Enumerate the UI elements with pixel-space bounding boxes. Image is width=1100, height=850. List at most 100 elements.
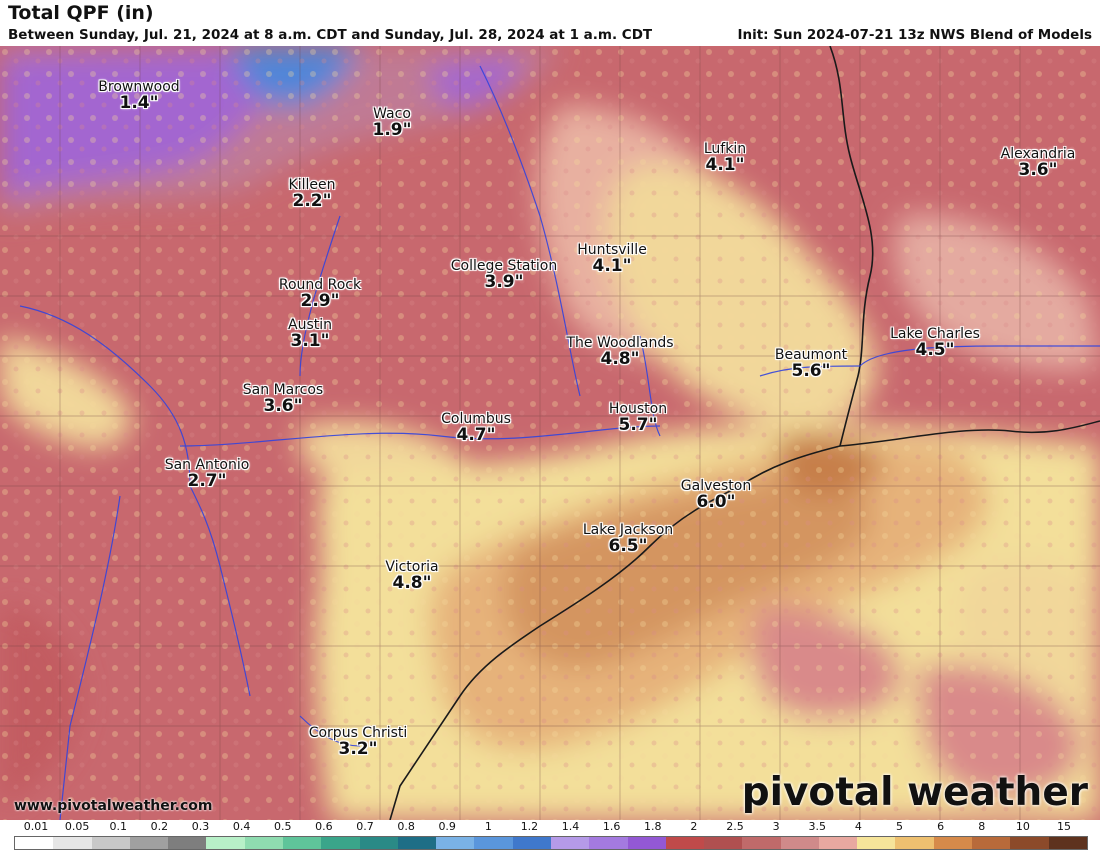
city-label-columbus: Columbus 4.7" — [441, 412, 511, 445]
city-qpf-value: 3.1" — [290, 330, 330, 351]
city-qpf-value: 6.0" — [696, 491, 736, 512]
legend-tick-label: 5 — [896, 820, 904, 833]
legend-swatch — [474, 837, 513, 849]
website-url[interactable]: www.pivotalweather.com — [14, 798, 213, 814]
city-name: San Marcos — [242, 382, 324, 398]
legend-tick-label: 0.6 — [315, 820, 333, 833]
legend-swatch — [933, 837, 973, 849]
legend-tick-label: 0.05 — [64, 820, 90, 833]
legend-tick-label: 1.6 — [602, 820, 621, 833]
city-qpf-value: 2.7" — [187, 470, 227, 491]
city-name: Houston — [608, 401, 668, 417]
legend-swatch — [550, 837, 590, 849]
city-label-houston: Houston 5.7" — [609, 402, 667, 435]
brand-logo-text: pivotal weather — [741, 770, 1088, 815]
city-qpf-value: 6.5" — [608, 535, 648, 556]
legend-swatch — [665, 837, 705, 849]
legend-swatch — [704, 837, 743, 849]
city-name: Columbus — [441, 411, 511, 427]
city-qpf-value: 3.6" — [263, 395, 303, 416]
city-qpf-value: 2.2" — [292, 190, 332, 211]
legend-tick-label: 0.01 — [23, 820, 49, 833]
legend-swatch — [321, 837, 360, 849]
city-qpf-value: 3.9" — [484, 271, 524, 292]
legend-tick-label: 0.7 — [356, 820, 374, 833]
legend-tick-label: 15 — [1057, 820, 1071, 833]
map-canvas — [0, 46, 1100, 820]
city-name: San Antonio — [164, 457, 250, 473]
city-label-round-rock: Round Rock 2.9" — [279, 278, 361, 311]
legend-swatch — [436, 837, 475, 849]
state-border — [829, 46, 874, 447]
city-label-austin: Austin 3.1" — [288, 318, 332, 351]
legend-swatch — [742, 837, 781, 849]
legend-swatch — [627, 837, 666, 849]
city-qpf-value: 4.1" — [705, 154, 745, 175]
city-label-killeen: Killeen 2.2" — [289, 178, 336, 211]
city-label-the-woodlands: The Woodlands 4.8" — [566, 336, 673, 369]
legend-tick-label: 0.8 — [397, 820, 415, 833]
model-init: Init: Sun 2024-07-21 13z NWS Blend of Mo… — [737, 27, 1092, 43]
city-qpf-value: 5.7" — [618, 414, 658, 435]
city-label-huntsville: Huntsville 4.1" — [577, 243, 647, 276]
tx-coast — [389, 445, 841, 820]
legend-tick-label: 0.4 — [232, 820, 251, 833]
city-label-victoria: Victoria 4.8" — [385, 560, 438, 593]
legend-swatch — [512, 837, 551, 849]
city-qpf-value: 5.6" — [791, 360, 831, 381]
precipitation-map[interactable]: Brownwood 1.4" Waco 1.9" Killeen 2.2" Lu… — [0, 46, 1100, 820]
city-qpf-value: 1.4" — [119, 92, 159, 113]
legend-tick-label: 0.3 — [191, 820, 210, 833]
legend-swatch — [895, 837, 934, 849]
legend-tick-label: 1.2 — [520, 820, 539, 833]
legend-swatch — [53, 837, 92, 849]
legend-swatch — [129, 837, 169, 849]
legend-tick-label: 0.1 — [109, 820, 127, 833]
city-name: Huntsville — [577, 242, 647, 258]
city-qpf-value: 3.6" — [1018, 159, 1058, 180]
city-name: Alexandria — [1000, 146, 1076, 162]
city-name: Beaumont — [774, 347, 848, 363]
city-name: Corpus Christi — [308, 725, 408, 741]
city-label-corpus-christi: Corpus Christi 3.2" — [309, 726, 408, 759]
legend-tick-label: 3.5 — [808, 820, 827, 833]
rivers — [19, 65, 1100, 820]
valid-period: Between Sunday, Jul. 21, 2024 at 8 a.m. … — [8, 27, 653, 43]
city-label-galveston: Galveston 6.0" — [681, 479, 751, 512]
city-label-beaumont: Beaumont 5.6" — [775, 348, 847, 381]
city-name: Galveston — [680, 478, 752, 494]
city-name: Brownwood — [98, 79, 180, 95]
legend-swatch — [206, 837, 245, 849]
city-qpf-value: 1.9" — [372, 119, 412, 140]
legend-swatch — [972, 837, 1011, 849]
city-label-lufkin: Lufkin 4.1" — [704, 142, 746, 175]
legend-tick-label: 1.8 — [644, 820, 662, 833]
city-name: Victoria — [385, 559, 439, 575]
city-name: Austin — [288, 317, 332, 333]
city-label-san-marcos: San Marcos 3.6" — [243, 383, 323, 416]
precip-legend: 0.01 0.05 0.1 0.2 0.3 0.4 0.5 0.6 0.7 0.8 0.9 1 1.2 1… — [0, 820, 1100, 850]
city-label-brownwood: Brownwood 1.4" — [98, 80, 179, 113]
city-label-college-station: College Station 3.9" — [451, 259, 557, 292]
city-name: Waco — [373, 106, 411, 122]
legend-swatch — [282, 837, 322, 849]
legend-swatch — [1010, 837, 1049, 849]
legend-swatch — [397, 837, 437, 849]
map-header: Total QPF (in) Between Sunday, Jul. 21, … — [0, 0, 1100, 46]
legend-tick-label: 2.5 — [726, 820, 744, 833]
legend-swatch — [1048, 837, 1087, 849]
legend-tick-label: 1.4 — [561, 820, 580, 833]
city-name: Lake Charles — [890, 326, 980, 342]
city-qpf-value: 4.1" — [592, 255, 632, 276]
legend-tick-label: 0.5 — [273, 820, 292, 833]
legend-swatch — [15, 837, 54, 849]
la-coast — [839, 420, 1100, 447]
city-qpf-value: 4.8" — [600, 348, 640, 369]
legend-swatch — [244, 837, 283, 849]
city-label-lake-jackson: Lake Jackson 6.5" — [583, 523, 673, 556]
legend-tick-labels: 0.01 0.05 0.1 0.2 0.3 0.4 0.5 0.6 0.7 0.8 0.9 1 1.2 1… — [0, 820, 1100, 835]
legend-tick-label: 4 — [854, 820, 862, 833]
legend-swatch — [857, 837, 896, 849]
city-name: Lake Jackson — [582, 522, 674, 538]
legend-tick-label: 0.9 — [438, 820, 456, 833]
